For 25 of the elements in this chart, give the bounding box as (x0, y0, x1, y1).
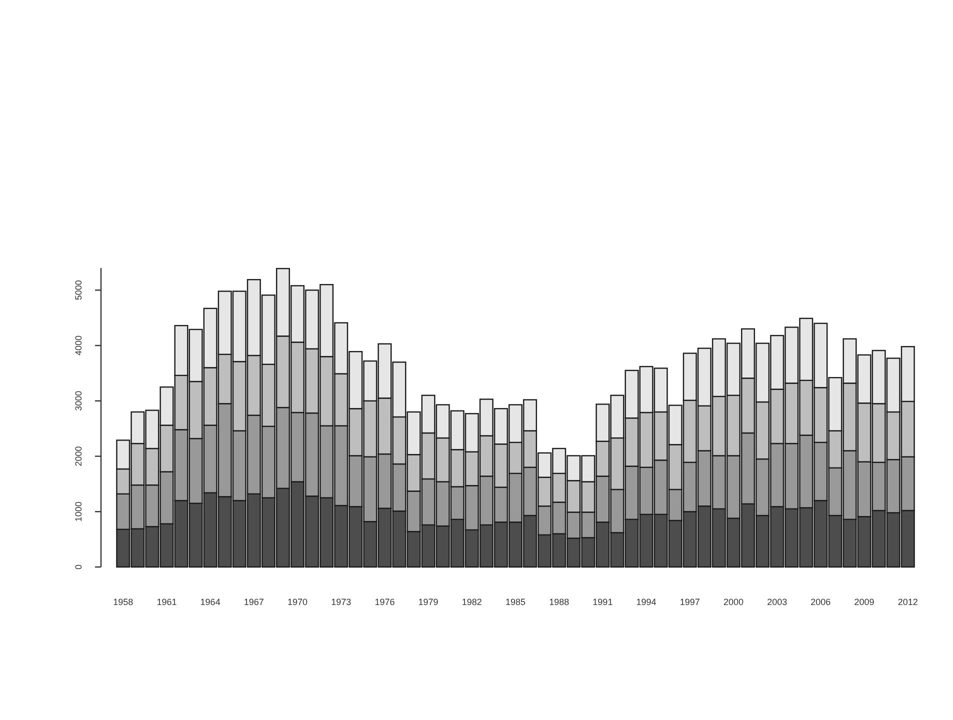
x-tick-label: 2003 (767, 597, 788, 607)
x-tick-label: 1967 (244, 597, 264, 607)
x-tick-label: 1991 (592, 597, 613, 607)
x-tick-label: 2000 (723, 597, 744, 607)
y-tick-label: 1000 (73, 502, 84, 522)
x-tick-label: 1958 (113, 597, 134, 607)
x-tick-label: 1985 (505, 597, 526, 607)
x-tick-label: 2009 (854, 597, 874, 607)
x-tick-label: 1994 (636, 597, 656, 607)
y-tick-label: 4000 (73, 336, 84, 356)
x-tick-label: 2012 (898, 597, 918, 607)
x-tick-label: 1982 (462, 597, 482, 607)
x-tick-label: 1997 (680, 597, 700, 607)
y-tick-label: 2000 (73, 446, 84, 466)
x-tick-label: 1970 (287, 597, 308, 607)
x-tick-label: 1976 (374, 597, 395, 607)
x-tick-label: 1988 (549, 597, 570, 607)
x-tick-label: 2006 (810, 597, 831, 607)
y-tick-label: 3000 (73, 390, 84, 411)
x-tick-label: 1961 (156, 597, 177, 607)
x-tick-label: 1979 (418, 597, 438, 607)
x-tick-label: 1973 (331, 597, 352, 607)
y-tick-label: 5000 (73, 280, 84, 300)
x-tick-label: 1964 (200, 597, 220, 607)
y-tick-label: 0 (73, 564, 84, 570)
